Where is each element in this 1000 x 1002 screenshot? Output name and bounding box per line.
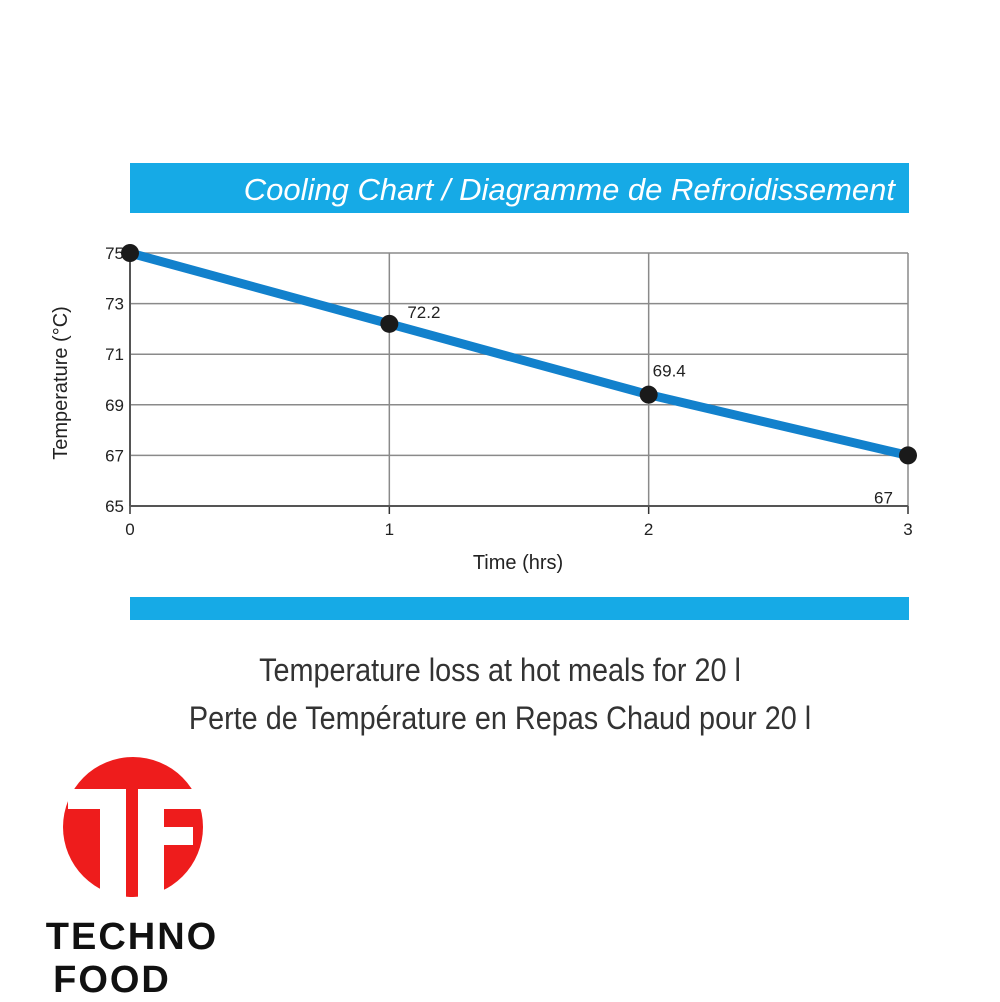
x-tick-label: 2 [644, 520, 653, 539]
chart-title: Cooling Chart / Diagramme de Refroidisse… [243, 172, 895, 207]
chart-bottom-bar [130, 597, 909, 620]
logo-tf-mark [68, 789, 208, 897]
y-axis-title: Temperature (°C) [50, 306, 72, 460]
data-point [121, 244, 139, 262]
x-tick-label: 0 [125, 520, 134, 539]
x-tick-label: 1 [385, 520, 394, 539]
y-tick-label: 65 [105, 497, 124, 516]
data-point [380, 314, 399, 333]
y-tick-label: 67 [105, 446, 124, 465]
x-tick-label: 3 [903, 520, 912, 539]
logo-word-techno: TECHNO [45, 916, 219, 958]
logo-word-food: FOOD [53, 959, 171, 1001]
data-label: 72.2 [407, 303, 440, 322]
caption-french: Perte de Température en Repas Chaud pour… [188, 700, 812, 736]
data-point [899, 446, 917, 465]
data-label: 67 [874, 488, 893, 507]
cooling-chart: 65 67 69 71 73 75 0 1 2 3 Time (hrs) Temperature (°… [50, 244, 917, 574]
y-tick-label: 69 [105, 396, 124, 415]
y-tick-label: 73 [105, 295, 124, 314]
y-tick-label: 71 [105, 345, 124, 364]
chart-title-bar: Cooling Chart / Diagramme de Refroidisse… [130, 163, 909, 213]
techno-food-logo [63, 757, 208, 897]
y-tick-label: 75 [105, 244, 124, 263]
data-label: 69.4 [653, 362, 686, 381]
x-axis-title: Time (hrs) [473, 552, 563, 574]
caption-english: Temperature loss at hot meals for 20 l [259, 652, 741, 688]
series-line [125, 248, 913, 460]
data-point [639, 385, 658, 404]
